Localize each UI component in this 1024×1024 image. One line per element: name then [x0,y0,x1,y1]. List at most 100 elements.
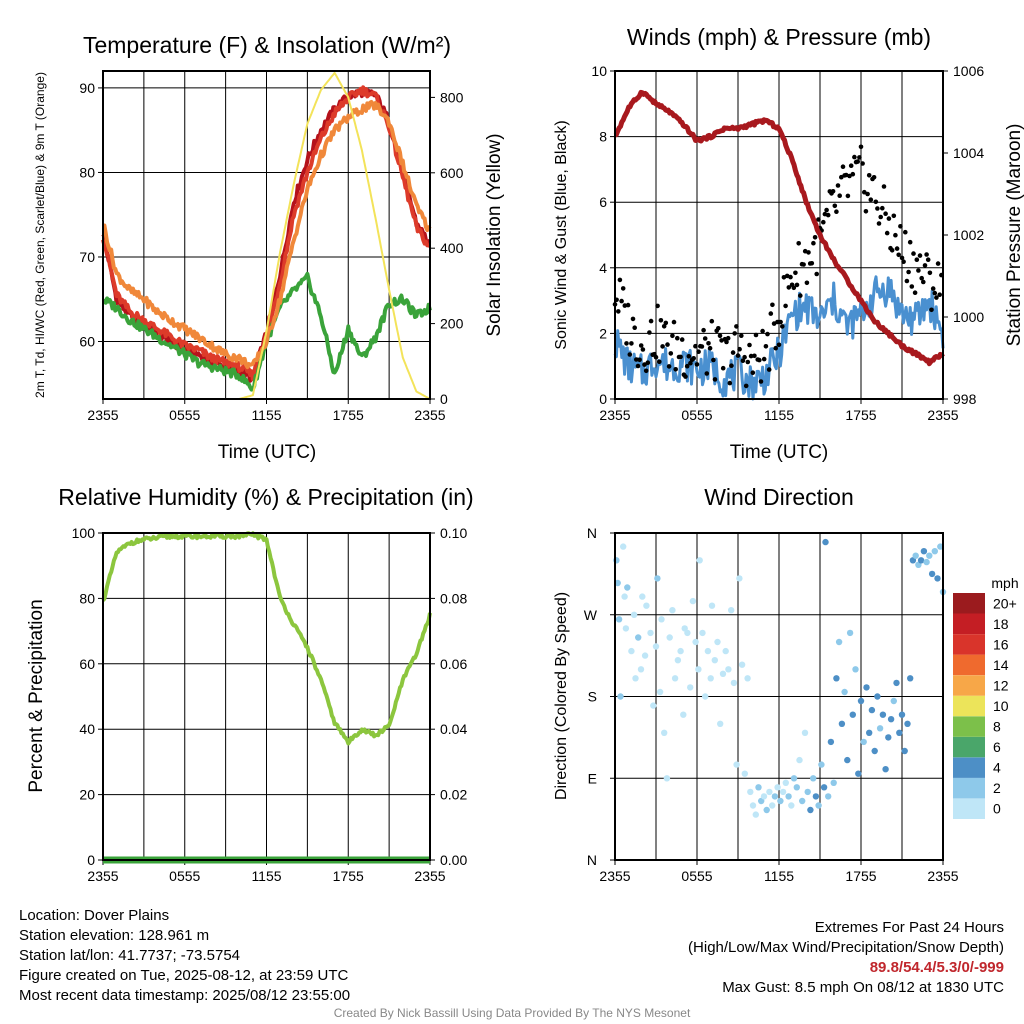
colorbar-swatch [953,777,985,799]
colorbar-swatch [953,695,985,717]
gust-point [752,353,757,359]
gust-point [627,352,633,357]
gust-point [699,344,705,349]
direction-point [931,548,938,555]
y2-tick-label: 600 [440,165,464,181]
direction-point [749,802,757,809]
direction-point [846,629,854,637]
colorbar-swatch [953,593,985,614]
direction-point [796,756,803,764]
direction-point [879,711,887,718]
y2-tick-label: 1002 [953,227,984,243]
gust-point [638,343,644,348]
direction-point [661,729,668,736]
gust-point [655,303,660,309]
series-line-9m-t [102,99,432,370]
gust-point [852,154,857,160]
direction-point [722,647,729,655]
gust-point [863,209,869,214]
direction-point [885,734,892,741]
gust-point [686,354,692,359]
direction-point [628,647,635,655]
gust-point [896,252,901,258]
direction-point [855,770,862,777]
gust-point [750,370,756,376]
y-axis-label: Percent & Precipitation [26,599,47,792]
gust-point [740,358,746,364]
gust-point [894,246,900,251]
gust-point [619,298,624,304]
y-tick-label: 10 [591,63,607,79]
y-tick-label: 40 [79,721,95,737]
gust-point [801,262,806,267]
direction-point [804,788,811,796]
plot-border-1 [614,70,944,400]
gust-point [770,302,775,308]
x-tick-label: 2355 [599,868,630,884]
direction-point [689,597,697,605]
gust-point [922,263,928,268]
direction-point [704,647,712,655]
colorbar-label: 0 [993,801,1001,817]
direction-point [647,629,654,637]
gust-point [729,363,734,369]
colorbar-swatch [953,634,985,655]
x-tick-label: 2355 [414,868,445,884]
y-axis-label: 2m T, Td, HI/WC (Red, Green, Scarlet/Blu… [33,72,47,398]
direction-point [760,793,768,800]
direction-point [730,679,738,687]
gust-point [776,342,782,348]
gust-point [919,275,924,281]
colorbar-swatch [953,736,985,758]
gust-point [709,318,715,324]
gust-point [907,239,913,245]
direction-point [654,575,661,582]
gust-point [653,354,659,360]
gust-point [835,183,841,188]
direction-point [801,729,809,736]
direction-point [658,616,665,623]
gust-point [748,353,754,359]
gust-point [660,344,665,349]
gust-point [788,274,793,280]
gust-point [898,224,903,229]
gust-point [929,307,934,313]
direction-point [714,638,721,646]
colorbar-label: 10 [993,698,1009,714]
station-latlon: Station lat/lon: 41.7737; -73.5754 [19,947,241,964]
gust-point [899,255,905,261]
direction-point [711,657,718,664]
direction-point [904,720,911,727]
direction-point [849,711,856,718]
gust-point [812,235,818,240]
y2-tick-label: 998 [953,391,977,407]
direction-point [898,711,906,718]
gust-point [663,320,669,326]
direction-point [755,784,762,791]
direction-point [699,629,706,637]
direction-point [677,647,684,655]
gust-point [679,337,685,342]
colorbar-label: 16 [993,636,1009,652]
gust-point [701,327,706,333]
x-tick-label: 0555 [169,407,200,423]
gust-point [678,354,683,360]
y2-tick-label: 0.00 [440,852,467,868]
gust-point [768,311,774,316]
direction-point [725,666,732,673]
recent-data-timestamp: Most recent data timestamp: 2025/08/12 2… [19,987,351,1004]
gust-point [845,193,851,199]
gust-point [880,205,885,211]
gust-point [683,374,688,379]
gust-point [696,349,701,355]
direction-point [934,575,941,582]
gust-point [645,360,651,366]
gust-point [935,261,941,266]
direction-point [692,638,699,646]
gust-point [903,229,908,235]
gust-point [906,269,911,275]
gust-point [881,184,887,189]
gust-point [824,207,829,213]
y-tick-label: 90 [79,80,95,96]
gust-point [860,161,865,166]
